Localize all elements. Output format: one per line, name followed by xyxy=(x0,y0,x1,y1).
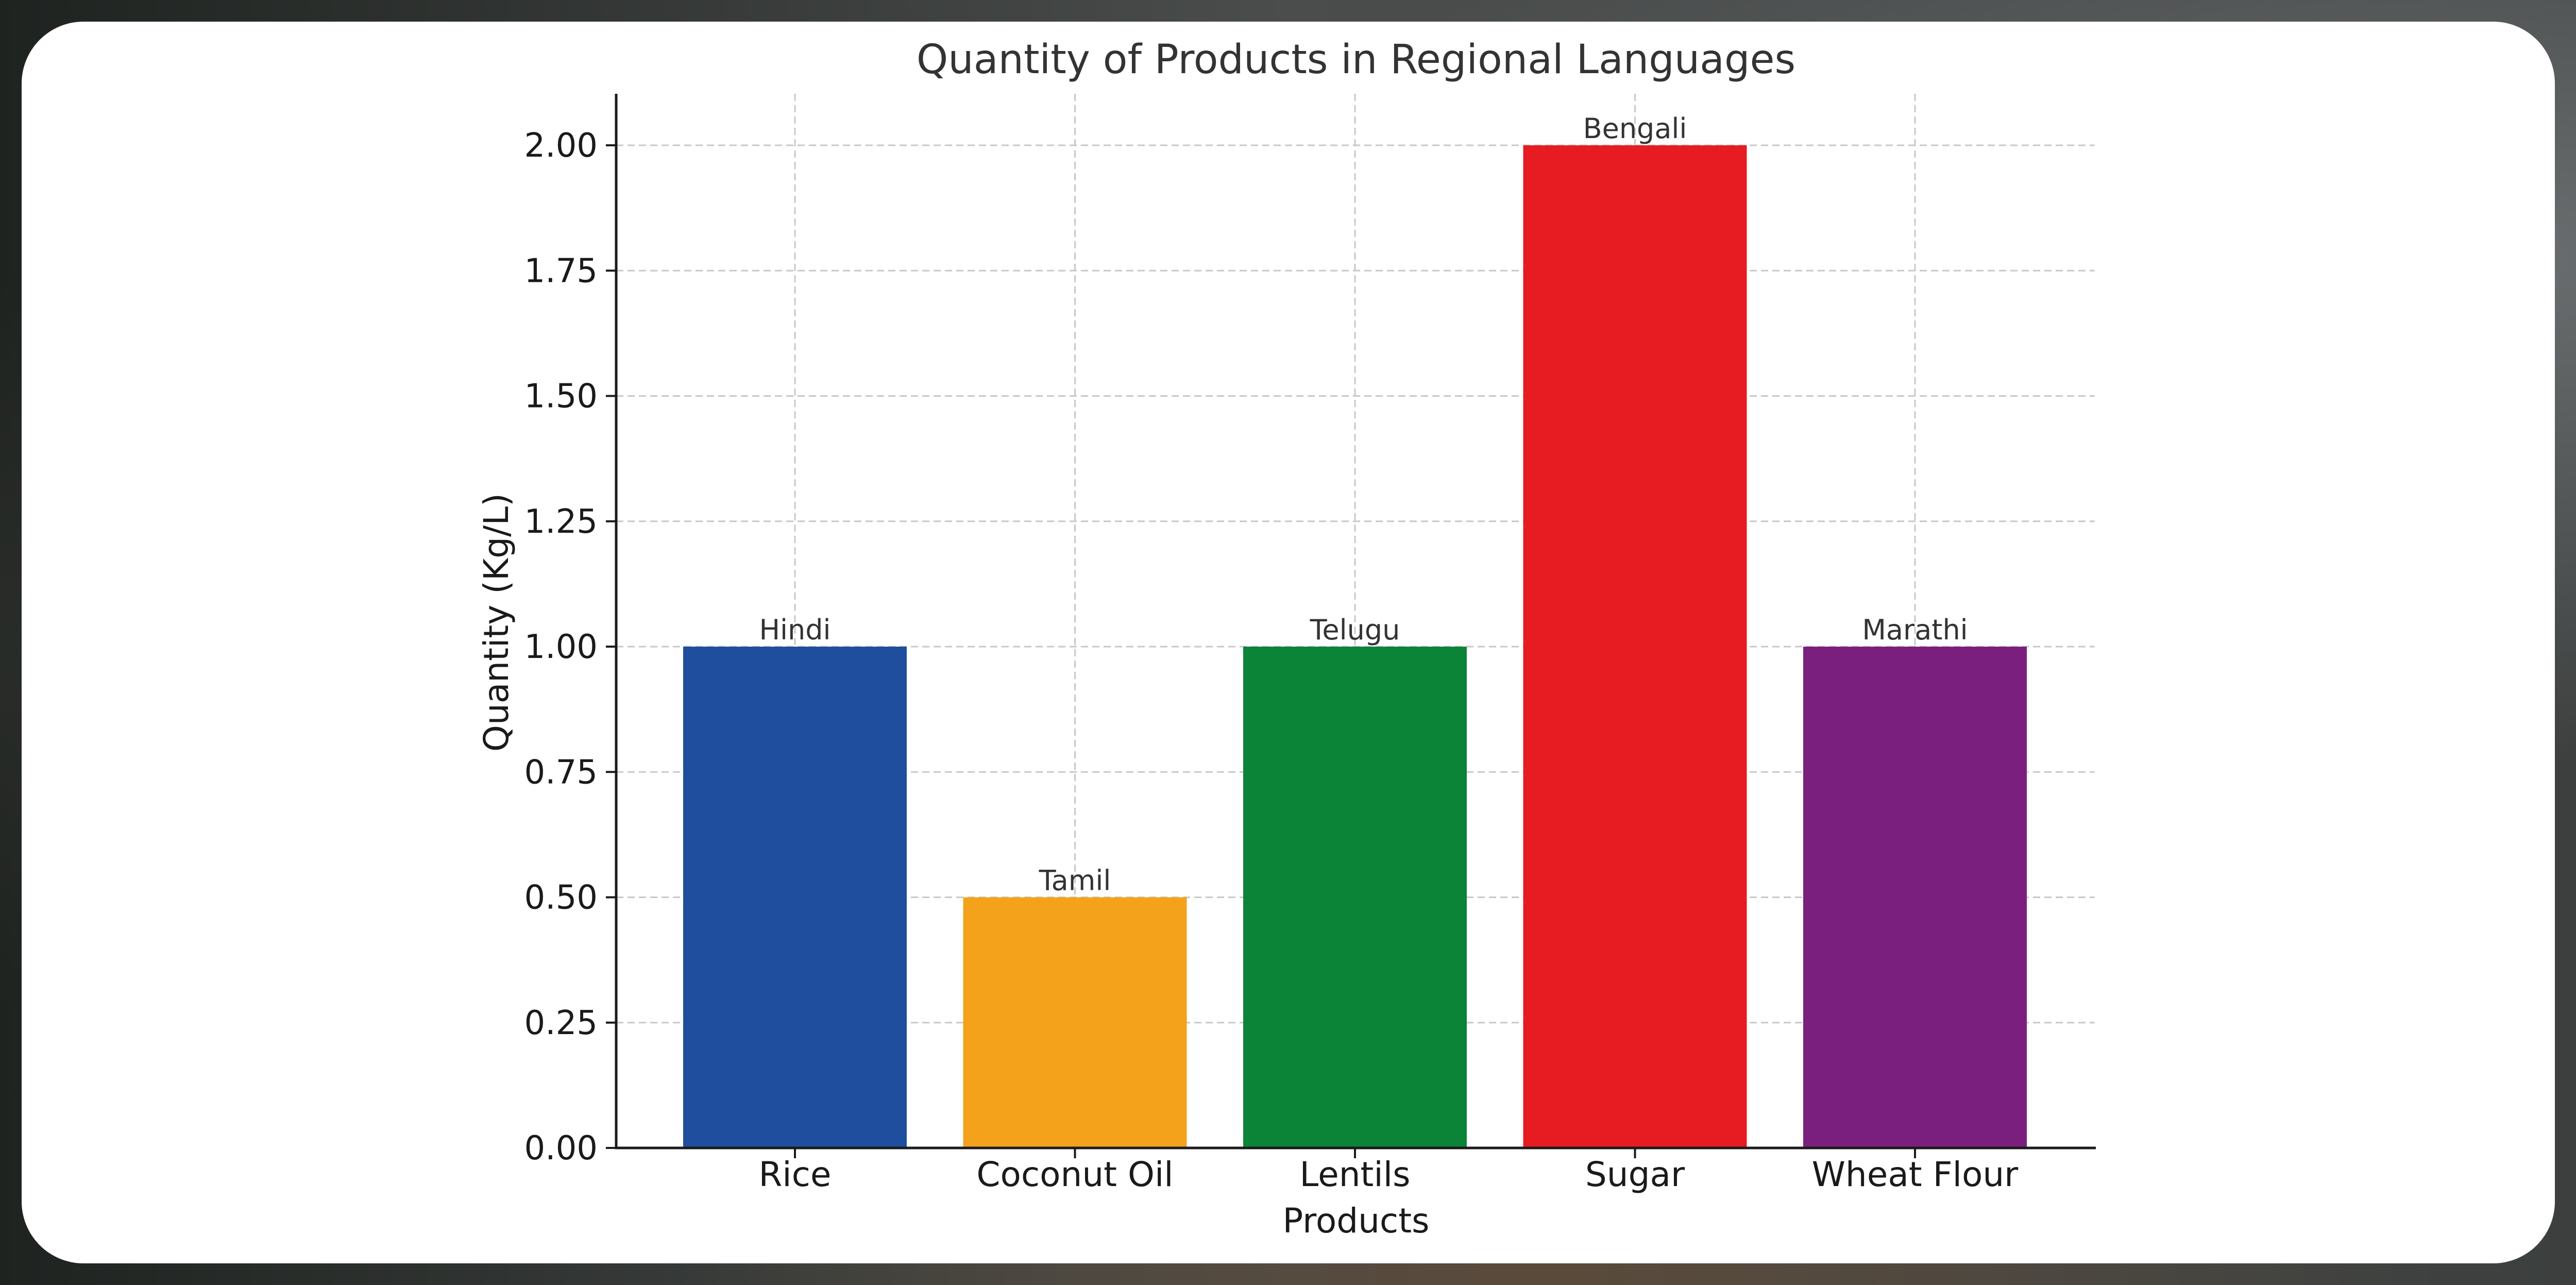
y-ticks: 0.00 0.25 0.50 0.75 1.00 1.25 1.50 1.75 2.00 xyxy=(524,127,616,1168)
x-tick-label: Wheat Flour xyxy=(1812,1155,2019,1194)
x-tick-label: Sugar xyxy=(1585,1155,1685,1194)
y-tick-label: 0.50 xyxy=(524,879,598,917)
y-tick-label: 0.75 xyxy=(524,753,598,791)
y-tick-label: 0.25 xyxy=(524,1004,598,1042)
y-tick-label: 1.25 xyxy=(524,503,598,541)
x-axis-label: Products xyxy=(1283,1201,1430,1241)
y-axis-label: Quantity (Kg/L) xyxy=(477,493,516,752)
y-tick-label: 1.00 xyxy=(524,628,598,666)
x-ticks: Rice Coconut Oil Lentils Sugar Wheat Flour xyxy=(758,1148,2019,1194)
bar-lentils xyxy=(1243,647,1467,1148)
y-tick-label: 2.00 xyxy=(524,127,598,165)
bar-language-label: Hindi xyxy=(759,614,831,646)
bar-language-label: Telugu xyxy=(1310,614,1400,646)
x-tick-label: Coconut Oil xyxy=(976,1155,1173,1194)
bar-language-label: Tamil xyxy=(1039,865,1111,897)
bars xyxy=(683,145,2027,1148)
bar-labels: Hindi Tamil Telugu Bengali Marathi xyxy=(759,112,1968,897)
bar-language-label: Bengali xyxy=(1583,112,1687,145)
x-tick-label: Lentils xyxy=(1300,1155,1411,1194)
bar-language-label: Marathi xyxy=(1862,614,1968,646)
x-tick-label: Rice xyxy=(758,1155,831,1194)
y-tick-label: 1.50 xyxy=(524,378,598,416)
bar-coconut-oil xyxy=(963,897,1187,1148)
bar-rice xyxy=(683,647,907,1148)
y-tick-label: 0.00 xyxy=(524,1129,598,1168)
chart-title: Quantity of Products in Regional Languag… xyxy=(917,37,1795,83)
bar-wheat-flour xyxy=(1803,647,2027,1148)
y-tick-label: 1.75 xyxy=(524,252,598,290)
bar-sugar xyxy=(1523,145,1747,1148)
